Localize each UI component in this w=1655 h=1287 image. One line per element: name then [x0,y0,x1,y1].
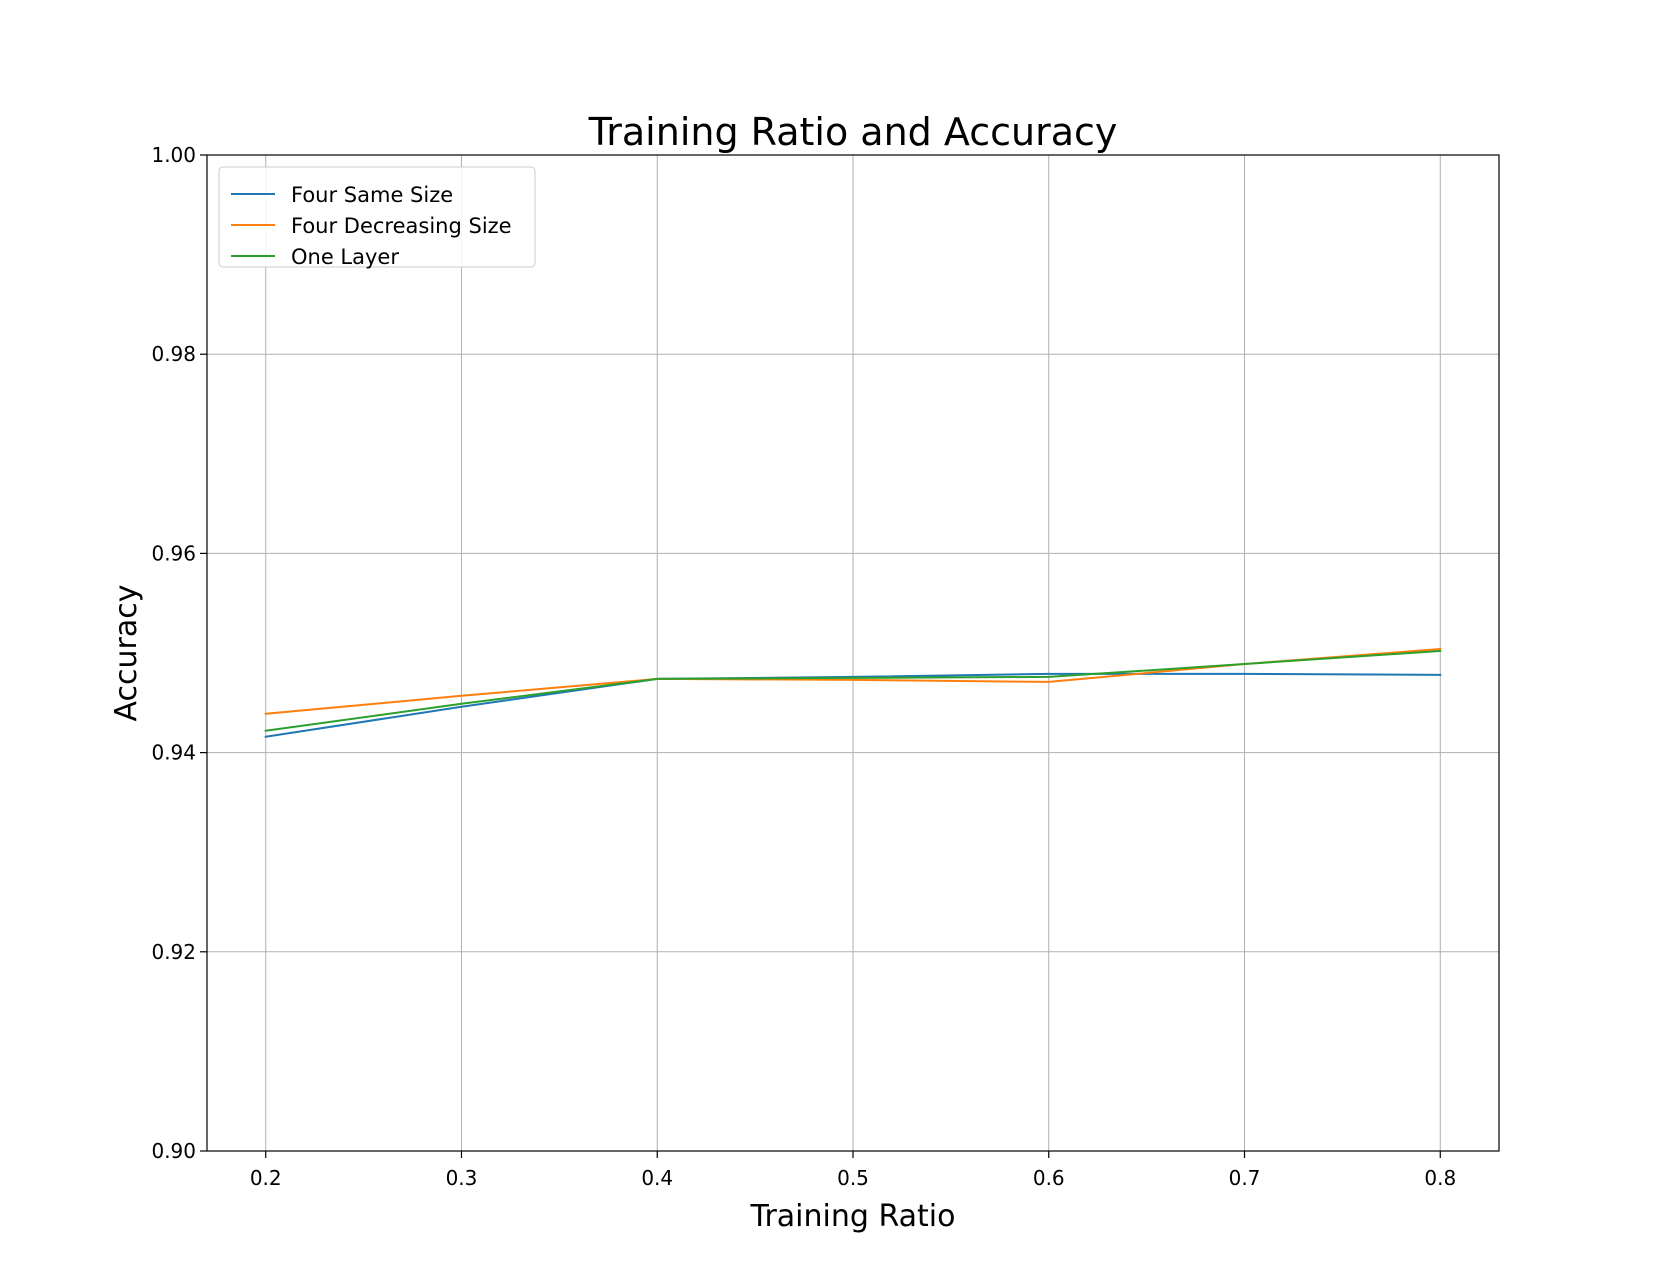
x-tick-label: 0.8 [1424,1166,1456,1190]
x-tick-label: 0.4 [641,1166,673,1190]
grid [207,154,1499,1152]
legend: Four Same Size Four Decreasing Size One La… [218,166,536,269]
y-tick-label: 0.92 [151,940,196,964]
legend-box [218,166,536,268]
x-tick-label: 0.5 [837,1166,869,1190]
axis-ticks: 0.2 0.3 0.4 0.5 0.6 0.7 0.8 0.90 0.92 0.94 0.96 0.9… [151,143,1456,1190]
y-tick-label: 1.00 [151,143,196,167]
legend-label: Four Decreasing Size [291,214,512,238]
legend-label: Four Same Size [291,183,453,207]
series-lines [264,647,1442,738]
x-tick-label: 0.6 [1033,1166,1065,1190]
y-tick-label: 0.98 [151,342,196,366]
y-tick-label: 0.94 [151,741,196,765]
y-axis-title: Accuracy [109,585,144,722]
x-tick-label: 0.2 [250,1166,282,1190]
y-tick-label: 0.90 [151,1139,196,1163]
x-tick-label: 0.3 [446,1166,478,1190]
x-axis-title: Training Ratio [750,1199,956,1234]
y-tick-label: 0.96 [151,541,196,565]
legend-label: One Layer [291,245,399,269]
chart-title: Training Ratio and Accuracy [588,110,1118,154]
x-tick-label: 0.7 [1229,1166,1261,1190]
series-line-one-layer [264,649,1442,732]
